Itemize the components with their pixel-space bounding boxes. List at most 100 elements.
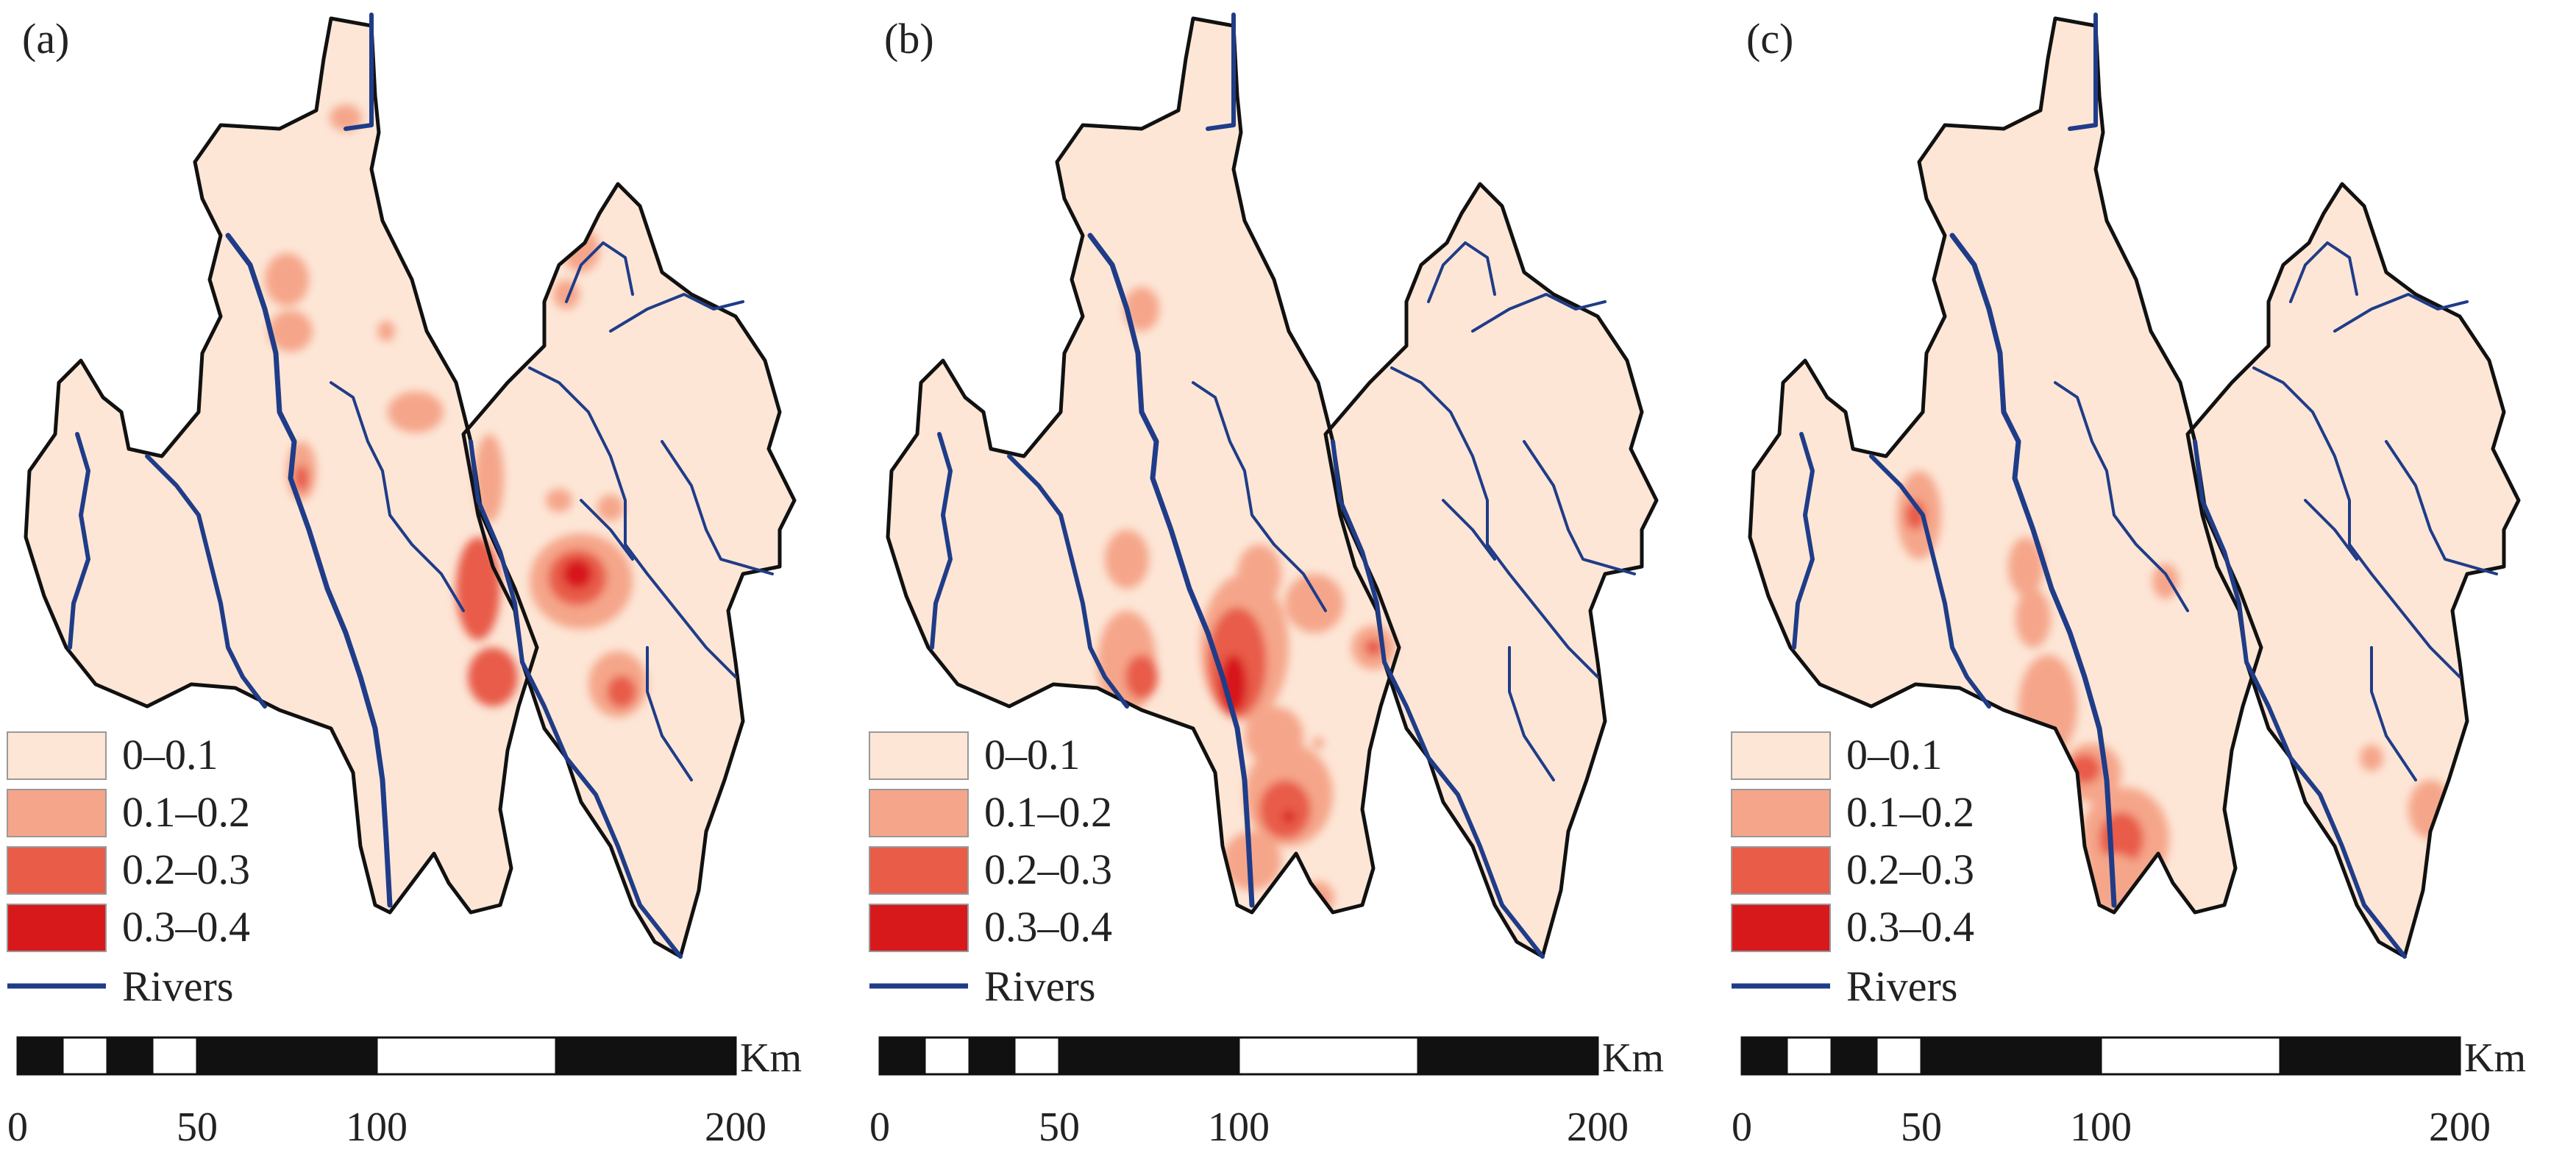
legend: 0–0.1 0.1–0.2 0.2–0.3 0.3–0.4 Rivers bbox=[1731, 731, 1974, 1010]
scale-tick-label: 0 bbox=[1732, 1104, 1752, 1150]
legend-label: 0.3–0.4 bbox=[1846, 903, 1974, 951]
legend-swatch bbox=[1731, 731, 1831, 780]
scale-tick-label: 50 bbox=[177, 1104, 218, 1150]
hotspot bbox=[265, 253, 309, 306]
scale-segment bbox=[1920, 1036, 2102, 1076]
hotspot bbox=[1365, 639, 1382, 656]
legend-rivers-label: Rivers bbox=[1846, 962, 1957, 1010]
scale-segment bbox=[1785, 1036, 1833, 1076]
scale-tick-label: 200 bbox=[2429, 1104, 2491, 1150]
hotspot bbox=[563, 559, 592, 589]
scale-segment bbox=[375, 1036, 558, 1076]
scale-unit: Km bbox=[2464, 1035, 2526, 1081]
scale-segment bbox=[1013, 1036, 1061, 1076]
scale-segment bbox=[923, 1036, 971, 1076]
scale-segment bbox=[1237, 1036, 1420, 1076]
hotspot bbox=[388, 391, 444, 433]
legend-swatch bbox=[7, 904, 107, 952]
hotspot bbox=[2360, 745, 2383, 771]
scale-segment bbox=[151, 1036, 199, 1076]
map-panel-b: (b) 0–0.1 0.1–0.2 0.2–0.3 0.3–0.4 Rivers Km 0 50… bbox=[869, 15, 1664, 1150]
legend-swatch bbox=[869, 789, 969, 837]
scale-segment bbox=[1058, 1036, 1240, 1076]
scale-segment bbox=[196, 1036, 378, 1076]
hotspot bbox=[1259, 780, 1311, 839]
scale-unit: Km bbox=[740, 1035, 802, 1081]
scale-tick-label: 100 bbox=[1208, 1104, 1270, 1150]
scale-segment bbox=[1417, 1036, 1599, 1076]
legend-swatch bbox=[869, 846, 969, 895]
scale-tick-label: 50 bbox=[1039, 1104, 1080, 1150]
legend-swatch bbox=[1731, 789, 1831, 837]
scale-segment bbox=[1740, 1036, 1788, 1076]
map-panel-a: (a) 0–0.1 0.1–0.2 0.2–0.3 0.3–0.4 Rivers Km 0 50… bbox=[7, 15, 802, 1150]
scale-segment bbox=[1875, 1036, 1923, 1076]
scale-segment bbox=[1830, 1036, 1878, 1076]
scale-tick-label: 200 bbox=[1567, 1104, 1629, 1150]
hotspot bbox=[2008, 537, 2043, 596]
hotspot bbox=[1124, 287, 1159, 331]
hotspot bbox=[597, 494, 624, 521]
scale-tick-label: 50 bbox=[1901, 1104, 1942, 1150]
legend-swatch bbox=[869, 731, 969, 780]
legend-swatch bbox=[1731, 846, 1831, 895]
hotspot bbox=[456, 537, 500, 640]
hotspot bbox=[2430, 839, 2489, 883]
scale-segment bbox=[2279, 1036, 2461, 1076]
scale-tick-label: 0 bbox=[7, 1104, 28, 1150]
legend-label: 0.1–0.2 bbox=[984, 788, 1112, 836]
legend-label: 0.2–0.3 bbox=[984, 845, 1112, 893]
legend-label: 0.3–0.4 bbox=[122, 903, 250, 951]
hotspot bbox=[1125, 655, 1158, 699]
legend-rivers-label: Rivers bbox=[984, 962, 1095, 1010]
legend-label: 0.1–0.2 bbox=[1846, 788, 1974, 836]
hotspot bbox=[2015, 589, 2051, 648]
legend-label: 0.2–0.3 bbox=[122, 845, 250, 893]
legend-label: 0.2–0.3 bbox=[1846, 845, 1974, 893]
hotspot bbox=[546, 489, 572, 512]
legend-swatch bbox=[7, 731, 107, 780]
scale-segment bbox=[61, 1036, 109, 1076]
panel-label: (c) bbox=[1746, 15, 1793, 63]
legend-swatch bbox=[7, 846, 107, 895]
scale-bar: Km 0 50 100 200 bbox=[1732, 1035, 2526, 1150]
legend: 0–0.1 0.1–0.2 0.2–0.3 0.3–0.4 Rivers bbox=[869, 731, 1112, 1010]
legend-swatch bbox=[869, 904, 969, 952]
scale-segment bbox=[106, 1036, 154, 1076]
hotspot bbox=[1105, 530, 1149, 589]
scale-unit: Km bbox=[1602, 1035, 1664, 1081]
legend-swatch bbox=[7, 789, 107, 837]
hotspot bbox=[330, 104, 362, 131]
panel-label: (a) bbox=[22, 15, 69, 63]
hotspot bbox=[2068, 754, 2101, 784]
scale-segment bbox=[968, 1036, 1016, 1076]
hotspot bbox=[488, 666, 512, 695]
hotspot bbox=[2018, 655, 2077, 758]
legend-label: 0–0.1 bbox=[122, 731, 218, 778]
scale-segment bbox=[2099, 1036, 2282, 1076]
scale-tick-label: 200 bbox=[705, 1104, 766, 1150]
hotspot bbox=[294, 465, 309, 492]
hotspot bbox=[2143, 890, 2188, 934]
legend-rivers-label: Rivers bbox=[122, 962, 233, 1010]
legend: 0–0.1 0.1–0.2 0.2–0.3 0.3–0.4 Rivers bbox=[7, 731, 250, 1010]
legend-label: 0–0.1 bbox=[984, 731, 1081, 778]
scale-segment bbox=[16, 1036, 64, 1076]
scale-bar: Km 0 50 100 200 bbox=[869, 1035, 1664, 1150]
hotspot bbox=[377, 321, 395, 341]
hotspot bbox=[2152, 564, 2179, 599]
scale-segment bbox=[878, 1036, 926, 1076]
hotspot bbox=[1312, 737, 1324, 749]
hotspot bbox=[553, 280, 580, 309]
legend-label: 0.3–0.4 bbox=[984, 903, 1112, 951]
scale-tick-label: 100 bbox=[346, 1104, 408, 1150]
panel-label: (b) bbox=[884, 15, 934, 63]
scale-bar: Km 0 50 100 200 bbox=[7, 1035, 802, 1150]
scale-tick-label: 100 bbox=[2070, 1104, 2132, 1150]
legend-label: 0.1–0.2 bbox=[122, 788, 250, 836]
basin-east-fill bbox=[2188, 184, 2519, 957]
map-panel-c: (c) 0–0.1 0.1–0.2 0.2–0.3 0.3–0.4 Rivers Km 0 50… bbox=[1731, 15, 2526, 1150]
hotspot bbox=[607, 675, 636, 708]
hotspot bbox=[268, 311, 313, 352]
